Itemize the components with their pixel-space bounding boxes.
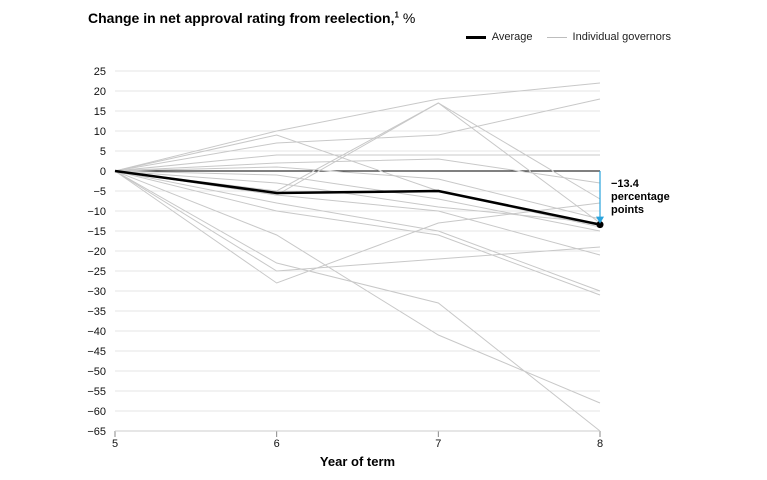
- legend-label-individual: Individual governors: [572, 31, 671, 43]
- y-tick-label: −15: [87, 226, 106, 238]
- annotation-arrow-head: [596, 216, 604, 224]
- individual-governor-line: [114, 170, 601, 296]
- legend-item-average: Average: [465, 31, 533, 43]
- y-tick-label: −20: [87, 246, 106, 258]
- individual-governor-line: [114, 170, 601, 272]
- legend: Average Individual governors: [465, 31, 671, 43]
- average-series-group: [114, 169, 604, 229]
- y-tick-label: −35: [87, 306, 106, 318]
- annotation-label: percentage: [611, 191, 670, 203]
- annotation-label: points: [611, 204, 644, 216]
- individual-governor-line: [114, 166, 601, 220]
- y-tick-label: 5: [100, 146, 106, 158]
- grid-lines: [115, 70, 600, 432]
- individual-governor-line: [114, 170, 601, 404]
- legend-swatch-average: [465, 35, 486, 39]
- chart-title: Change in net approval rating from reele…: [88, 10, 415, 26]
- individual-governor-line: [114, 154, 600, 172]
- legend-swatch-individual: [546, 36, 567, 38]
- y-tick-label: −45: [87, 346, 106, 358]
- y-tick-label: 0: [100, 166, 106, 178]
- individual-governor-line: [114, 170, 601, 292]
- y-tick-label: −60: [87, 406, 106, 418]
- legend-item-individual: Individual governors: [546, 31, 671, 43]
- x-axis-title: Year of term: [320, 454, 395, 469]
- y-tick-label: −5: [93, 186, 106, 198]
- y-tick-label: −25: [87, 266, 106, 278]
- y-tick-labels: 25 20 15 10 5 0 −5 −10 −15 −20 −25 −30 −35 −40 −45 −50 −…: [87, 66, 106, 438]
- y-tick-label: −55: [87, 386, 106, 398]
- individual-governor-line: [114, 158, 601, 184]
- title-unit: %: [402, 10, 416, 26]
- y-tick-label: −50: [87, 366, 106, 378]
- legend-label-average: Average: [491, 31, 533, 43]
- y-tick-label: 15: [94, 106, 106, 118]
- x-tick-label: 8: [597, 438, 603, 450]
- y-tick-label: 10: [94, 126, 106, 138]
- individual-governor-line: [114, 170, 601, 256]
- x-tick-label: 6: [274, 438, 280, 450]
- y-tick-label: 25: [94, 66, 106, 78]
- average-end-point: [596, 221, 604, 229]
- average-line: [114, 169, 601, 226]
- individual-governor-line: [114, 170, 601, 224]
- title-footnote-marker: 1: [394, 10, 399, 20]
- y-tick-label: −65: [87, 426, 106, 438]
- individual-series-group: [114, 82, 601, 432]
- individual-governor-line: [114, 98, 601, 172]
- individual-governor-line: [114, 170, 601, 284]
- x-tick-label: 7: [435, 438, 441, 450]
- chart-title-text: Change in net approval rating from reele…: [88, 10, 395, 26]
- annotation-label: −13.4: [611, 178, 640, 190]
- y-tick-label: −30: [87, 286, 106, 298]
- individual-governor-line: [114, 170, 601, 432]
- y-tick-label: 20: [94, 86, 106, 98]
- y-tick-label: −40: [87, 326, 106, 338]
- x-tick-labels: 5 6 7 8: [112, 430, 603, 450]
- individual-governor-line: [114, 82, 601, 172]
- x-tick-label: 5: [112, 438, 118, 450]
- y-tick-label: −10: [87, 206, 106, 218]
